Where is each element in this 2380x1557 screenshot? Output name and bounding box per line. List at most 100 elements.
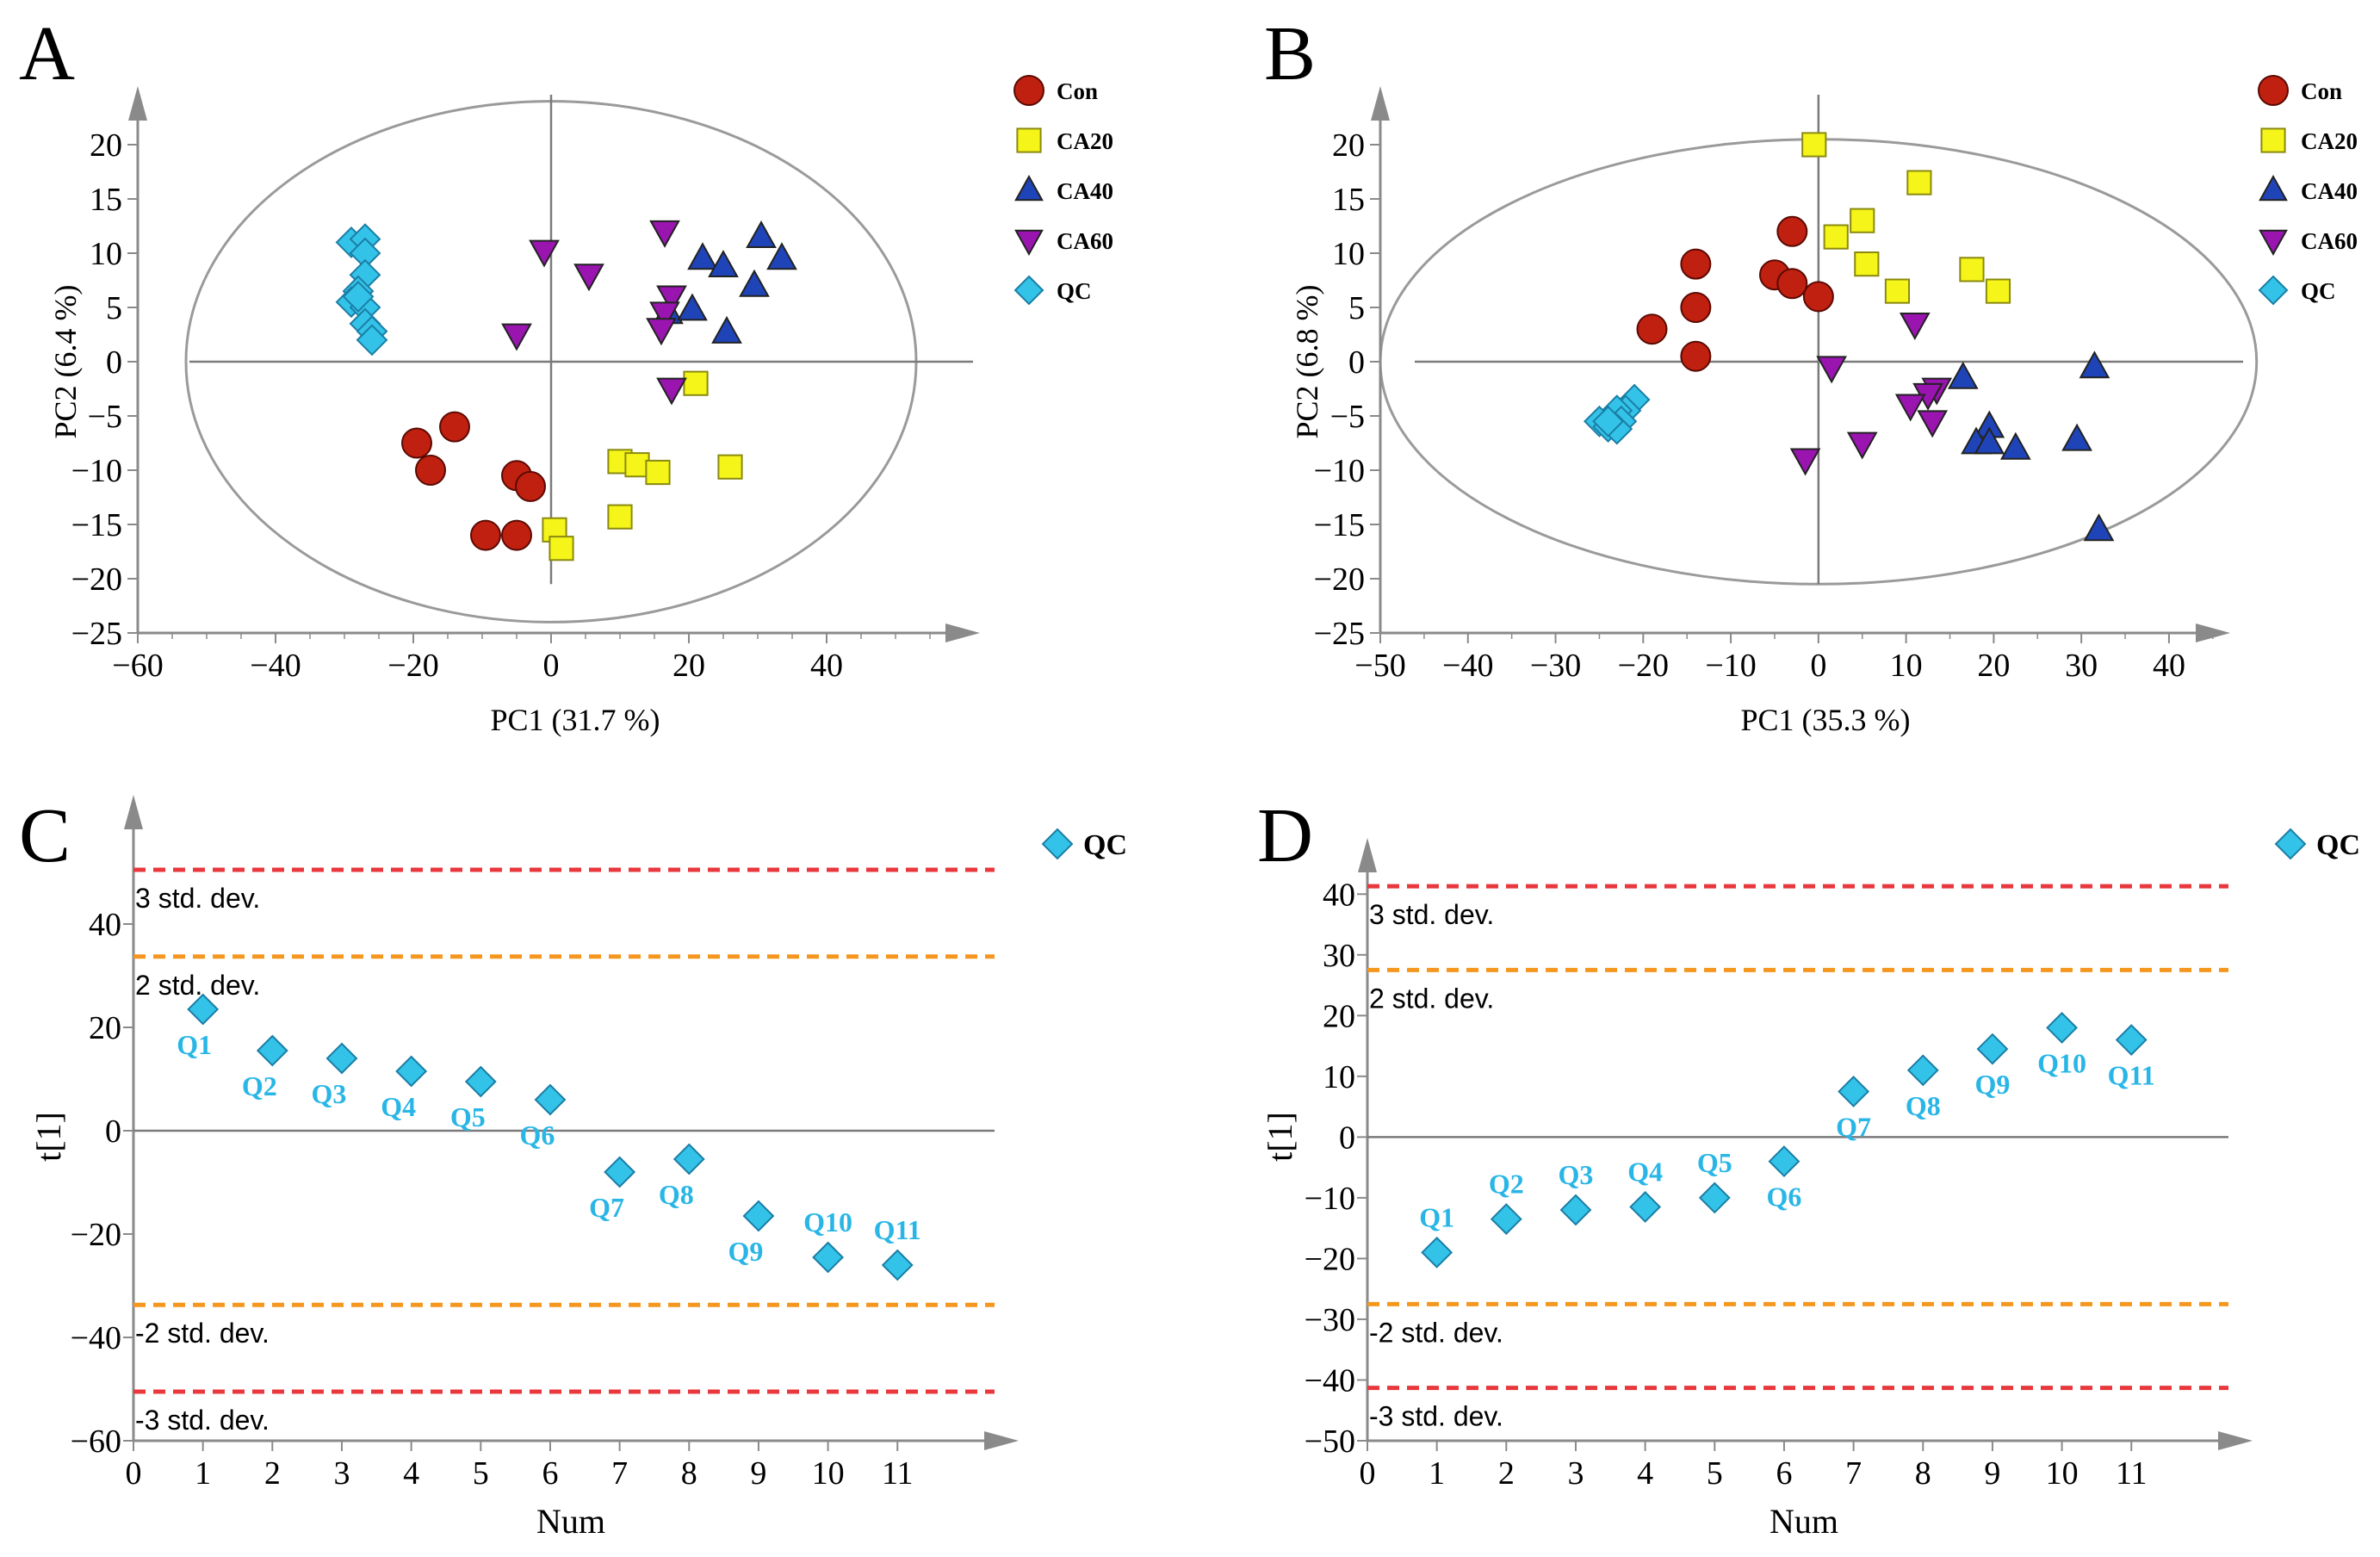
y-tick-label: −5 [88, 399, 122, 435]
y-tick-label: 20 [1323, 998, 1355, 1034]
x-tick-label: 3 [333, 1455, 350, 1492]
point-ca40 [677, 293, 708, 321]
qc-point [604, 1156, 636, 1188]
qc-point [464, 1065, 497, 1098]
point-ca60 [1899, 313, 1931, 340]
x-tick-label: 40 [2153, 648, 2185, 684]
x-axis-arrow [984, 1431, 1019, 1450]
qc-point-label: Q1 [177, 1029, 212, 1060]
x-tick-label: 9 [750, 1455, 766, 1492]
point-ca60 [529, 239, 560, 268]
x-tick-label: −20 [1618, 648, 1669, 684]
x-tick-label: 4 [403, 1455, 419, 1492]
x-tick-label: 20 [672, 648, 705, 684]
point-con [515, 470, 546, 502]
x-axis-arrow [945, 623, 980, 642]
x-tick-label: 11 [882, 1455, 914, 1492]
point-con [401, 427, 432, 459]
y-tick-label: −20 [71, 1217, 121, 1253]
qc-point [1559, 1194, 1592, 1226]
x-tick-label: 8 [681, 1455, 697, 1492]
legend-marker-ca60 [1014, 229, 1044, 257]
y-tick-label: −10 [1305, 1181, 1355, 1217]
legend-marker-ca40 [2259, 174, 2288, 202]
qc-point [1698, 1182, 1731, 1214]
legend-label-ca40: CA40 [2301, 178, 2358, 204]
std-label: 2 std. dev. [135, 970, 260, 1001]
legend-marker-qc [1013, 275, 1044, 306]
y-tick-label: −30 [1305, 1302, 1355, 1338]
qc-point [742, 1200, 775, 1232]
y-tick-label: 40 [89, 907, 121, 943]
legend-marker-con [1013, 75, 1044, 106]
x-tick-label: 5 [1707, 1455, 1723, 1492]
std-label: 3 std. dev. [135, 883, 260, 914]
qc-point [1768, 1145, 1800, 1177]
point-ca60 [656, 285, 687, 313]
point-ca20 [1906, 170, 1932, 195]
x-tick-label: 20 [1977, 648, 2010, 684]
point-ca20 [1884, 278, 1911, 304]
point-ca60 [649, 220, 680, 248]
legend-marker-ca20 [1016, 127, 1042, 153]
legend-label-ca60: CA60 [1057, 228, 1113, 254]
y-tick-label: −10 [71, 453, 122, 489]
x-tick-label: 7 [1845, 1455, 1862, 1492]
x-axis-label: PC1 (35.3 %) [1741, 703, 1911, 737]
point-qc [356, 324, 388, 357]
y-axis-label: PC2 (6.8 %) [1290, 285, 1324, 439]
legend-marker-ca40 [1014, 174, 1044, 202]
y-axis-label: t[1] [1261, 1112, 1299, 1162]
point-con [1776, 215, 1808, 247]
point-con [1680, 340, 1712, 372]
y-tick-label: −60 [71, 1424, 121, 1460]
point-ca60 [501, 323, 532, 351]
panel-c: C 3 std. dev. 2 std. dev. -2 std. dev. -3 st… [19, 793, 1127, 1541]
point-ca20 [717, 454, 743, 480]
y-tick-label: 5 [106, 290, 122, 326]
qc-point [534, 1083, 567, 1116]
legend-marker-qc [2274, 828, 2307, 860]
legend-label-con: Con [1057, 78, 1098, 104]
x-tick-label: −40 [250, 648, 301, 684]
point-ca40 [2083, 513, 2115, 542]
legend-label-qc: QC [1083, 829, 1127, 861]
panel-a: A −60 −40 −20 0 20 40 −25 −20 −15 −10 −5 0 5 10 15 20 PC1… [19, 11, 1113, 737]
point-ca60 [1816, 356, 1847, 384]
point-ca40 [687, 242, 718, 270]
y-tick-label: 15 [90, 182, 122, 218]
point-qc [1592, 405, 1625, 437]
y-tick-label: −15 [71, 507, 122, 543]
point-ca40 [766, 242, 797, 270]
x-tick-label: −40 [1442, 648, 1493, 684]
x-tick-label: 10 [1890, 648, 1923, 684]
point-ca40 [2079, 350, 2110, 379]
x-tick-label: 9 [1984, 1455, 2000, 1492]
qc-point-label: Q7 [589, 1192, 624, 1223]
qc-point-label: Q8 [659, 1179, 694, 1210]
point-con [1802, 281, 1834, 313]
legend-label-qc: QC [2301, 278, 2336, 304]
std-label: -2 std. dev. [135, 1318, 270, 1349]
point-con [1636, 313, 1668, 345]
point-con [501, 519, 532, 551]
legend-marker-ca20 [2260, 127, 2286, 153]
legend-marker-qc [1041, 828, 1074, 860]
x-tick-label: 1 [195, 1455, 211, 1492]
point-ca60 [1917, 410, 1949, 438]
qc-point [812, 1241, 844, 1274]
std-label: 2 std. dev. [1369, 983, 1494, 1014]
qc-point-label: Q10 [2037, 1047, 2086, 1078]
point-ca20 [1854, 251, 1880, 277]
point-ca60 [646, 318, 677, 346]
qc-point-label: Q5 [450, 1101, 486, 1132]
qc-point-label: Q3 [312, 1078, 347, 1109]
x-tick-label: 2 [1498, 1455, 1515, 1492]
x-tick-label: 1 [1429, 1455, 1445, 1492]
point-ca20 [1985, 278, 2011, 304]
legend-label-ca20: CA20 [1057, 128, 1113, 154]
point-ca20 [1850, 208, 1875, 233]
point-ca60 [1846, 431, 1878, 460]
point-ca40 [708, 250, 739, 278]
